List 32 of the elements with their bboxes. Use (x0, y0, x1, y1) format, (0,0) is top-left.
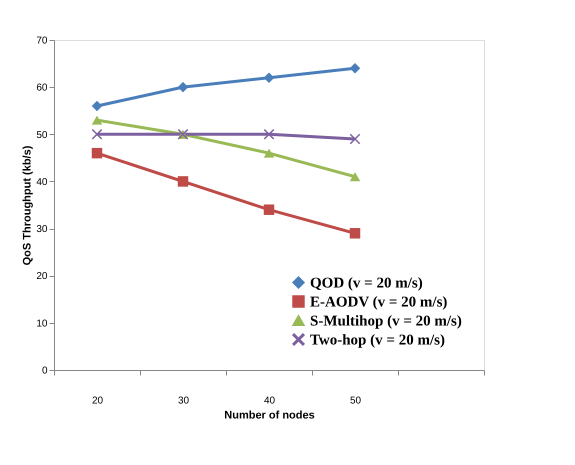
x-tick-label: 30 (178, 396, 190, 406)
x-axis-title: Number of nodes (224, 410, 315, 422)
point (350, 172, 360, 182)
point (264, 129, 274, 140)
y-tick-label: 10 (36, 318, 48, 330)
point (264, 72, 274, 83)
legend-label: E-AODV (v = 20 m/s) (310, 294, 448, 310)
y-tick-label: 60 (36, 82, 48, 94)
y-tick-label: 50 (36, 130, 48, 141)
x-tick-label: 20 (92, 396, 104, 406)
legend-label: S-Multihop (v = 20 m/s) (310, 314, 462, 330)
x-tick-label: 50 (350, 396, 362, 406)
y-tick-label: 70 (36, 36, 48, 46)
y-axis-title: QoS Throughput (kb/s) (21, 145, 34, 266)
point (92, 148, 102, 158)
legend-label: QOD (v = 20 m/s) (310, 276, 423, 292)
point (350, 228, 360, 239)
y-tick-label: 0 (42, 366, 48, 376)
y-tick-label: 30 (36, 224, 48, 236)
point (264, 148, 274, 158)
y-tick-label: 20 (36, 271, 48, 282)
point (92, 100, 102, 112)
point (92, 116, 102, 125)
point (178, 176, 188, 187)
point (92, 129, 102, 140)
point (350, 134, 360, 144)
y-tick-label: 40 (36, 176, 48, 188)
point (350, 63, 360, 74)
x-tick-label: 40 (264, 396, 276, 406)
legend-label: Two-hop (v = 20 m/s) (310, 332, 445, 348)
point (178, 82, 188, 92)
point (264, 204, 274, 215)
